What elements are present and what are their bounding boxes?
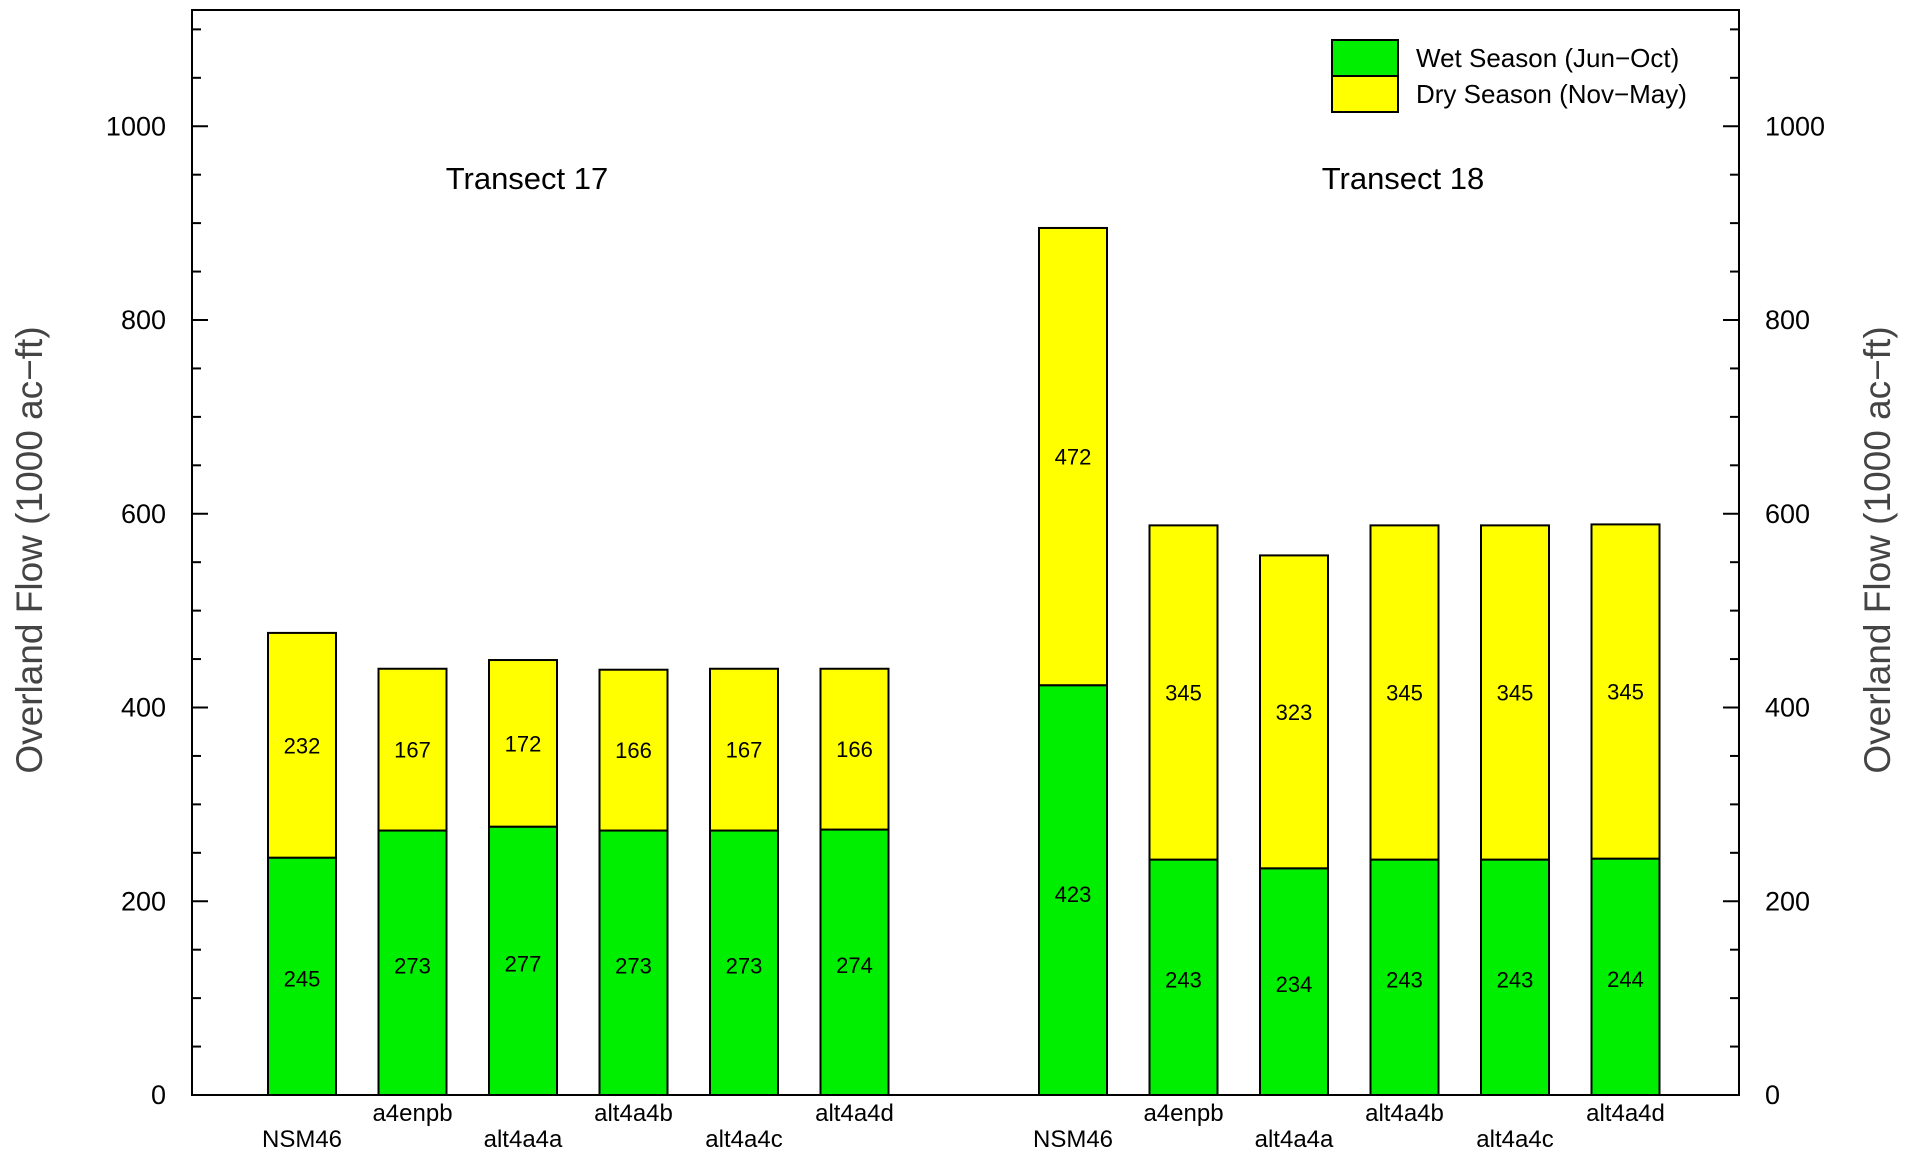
legend-label-wet: Wet Season (Jun−Oct)	[1416, 43, 1679, 73]
data-label-wet: 274	[836, 953, 873, 978]
y-tick-label-left: 800	[121, 305, 166, 335]
legend-swatch-dry	[1331, 75, 1399, 113]
y-tick-label-right: 0	[1765, 1080, 1780, 1110]
data-label-wet: 234	[1276, 972, 1313, 997]
data-label-dry: 166	[615, 738, 652, 763]
bar-dry-segment	[598, 668, 669, 832]
bar-dry-segment	[1038, 226, 1108, 687]
bar-dry-segment	[709, 667, 779, 832]
axes-layer	[191, 9, 1740, 1096]
y-tick-label-left: 200	[121, 886, 166, 916]
data-label-wet: 243	[1165, 968, 1202, 993]
y-tick-label-right: 400	[1765, 693, 1810, 723]
bar-dry-segment	[377, 667, 448, 832]
y-tick-label-left: 1000	[106, 111, 166, 141]
bar-dry-segment	[488, 659, 558, 828]
x-category-label: alt4a4a	[484, 1126, 563, 1153]
x-category-label: alt4a4b	[594, 1100, 673, 1127]
y-tick-label-left: 0	[151, 1080, 166, 1110]
y-tick-label-right: 600	[1765, 499, 1810, 529]
plot-frame	[191, 9, 1740, 1096]
x-category-label: alt4a4c	[1476, 1126, 1553, 1153]
data-label-wet: 273	[394, 953, 431, 978]
data-label-wet: 273	[615, 953, 652, 978]
x-category-label: alt4a4c	[705, 1126, 782, 1153]
bar-dry-segment	[1369, 524, 1440, 861]
data-label-dry: 232	[284, 733, 321, 758]
data-label-dry: 345	[1607, 680, 1644, 705]
x-category-label: NSM46	[262, 1126, 342, 1153]
x-category-label: a4enpb	[372, 1100, 452, 1127]
data-label-dry: 345	[1165, 680, 1202, 705]
data-label-dry: 167	[394, 738, 431, 763]
y-tick-label-left: 400	[121, 693, 166, 723]
bar-wet-segment	[1369, 858, 1440, 1096]
y-axis-title-left: Overland Flow (1000 ac−ft)	[9, 326, 50, 773]
bar-wet-segment	[1590, 857, 1661, 1096]
x-category-label: NSM46	[1033, 1126, 1113, 1153]
data-label-dry: 172	[505, 731, 542, 756]
data-label-wet: 244	[1607, 967, 1644, 992]
legend-label-dry: Dry Season (Nov−May)	[1416, 79, 1687, 109]
bar-wet-segment	[267, 856, 337, 1096]
bar-wet-segment	[819, 828, 890, 1096]
bars-layer	[267, 226, 1661, 1096]
x-category-label: alt4a4d	[1586, 1100, 1665, 1127]
legend: Wet Season (Jun−Oct) Dry Season (Nov−May…	[1331, 39, 1687, 113]
y-tick-label-right: 800	[1765, 305, 1810, 335]
data-label-dry: 167	[726, 738, 763, 763]
x-category-label: alt4a4d	[815, 1100, 894, 1127]
data-label-wet: 243	[1497, 968, 1534, 993]
legend-swatch-wet	[1331, 39, 1399, 77]
bar-wet-segment	[1480, 858, 1550, 1096]
bar-dry-segment	[1590, 523, 1661, 860]
y-tick-label-right: 200	[1765, 886, 1810, 916]
bar-dry-segment	[1148, 524, 1219, 861]
x-category-label: alt4a4b	[1365, 1100, 1444, 1127]
bar-dry-segment	[819, 667, 890, 831]
ticks-layer	[192, 28, 1739, 1096]
bar-dry-segment	[1480, 524, 1550, 861]
data-label-dry: 472	[1055, 445, 1092, 470]
data-label-wet: 243	[1386, 968, 1423, 993]
bar-wet-segment	[1259, 867, 1329, 1096]
group-title: Transect 18	[1322, 161, 1485, 196]
data-label-dry: 323	[1276, 700, 1313, 725]
y-tick-label-right: 1000	[1765, 111, 1825, 141]
y-tick-label-left: 600	[121, 499, 166, 529]
bar-dry-segment	[1259, 554, 1329, 870]
x-category-label: alt4a4a	[1255, 1126, 1334, 1153]
data-label-wet: 273	[726, 953, 763, 978]
data-label-dry: 166	[836, 737, 873, 762]
x-category-label: a4enpb	[1143, 1100, 1223, 1127]
y-axis-title-right: Overland Flow (1000 ac−ft)	[1857, 326, 1898, 773]
group-title: Transect 17	[446, 161, 609, 196]
data-label-dry: 345	[1497, 680, 1534, 705]
labels-layer: 0 0 200 200 400 400 600 600 800 800 1000 1000 Transe…	[106, 111, 1825, 1153]
data-label-wet: 423	[1055, 882, 1092, 907]
data-label-wet: 245	[284, 967, 321, 992]
data-label-dry: 345	[1386, 680, 1423, 705]
data-label-wet: 277	[505, 952, 542, 977]
bar-dry-segment	[267, 631, 337, 859]
